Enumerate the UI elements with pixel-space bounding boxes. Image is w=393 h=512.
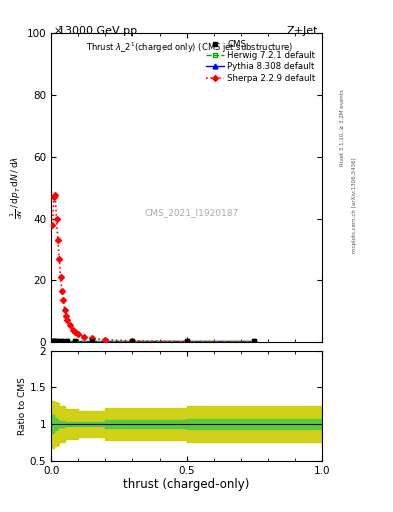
CMS	[53, 337, 57, 344]
Sherpa 2.2.9 default	[90, 335, 94, 342]
Pythia 8.308 default	[60, 337, 64, 344]
Text: $\times$: $\times$	[53, 26, 62, 36]
Herwig 7.2.1 default	[50, 337, 55, 344]
Pythia 8.308 default	[73, 337, 78, 344]
Sherpa 2.2.9 default	[73, 329, 78, 335]
Sherpa 2.2.9 default	[64, 313, 68, 319]
Herwig 7.2.1 default	[55, 337, 60, 344]
CMS	[252, 337, 257, 344]
Sherpa 2.2.9 default	[53, 193, 57, 199]
Herwig 7.2.1 default	[65, 337, 70, 344]
Line: Pythia 8.308 default: Pythia 8.308 default	[50, 338, 257, 343]
Sherpa 2.2.9 default	[252, 339, 257, 345]
CMS	[50, 337, 55, 344]
Pythia 8.308 default	[50, 337, 55, 344]
Herwig 7.2.1 default	[130, 337, 135, 344]
Sherpa 2.2.9 default	[57, 255, 62, 262]
CMS	[184, 337, 189, 344]
CMS	[90, 337, 94, 344]
CMS	[130, 337, 135, 344]
Text: 13000 GeV pp: 13000 GeV pp	[58, 26, 137, 36]
Line: CMS: CMS	[50, 338, 257, 343]
Pythia 8.308 default	[90, 337, 94, 344]
Sherpa 2.2.9 default	[60, 288, 64, 294]
Herwig 7.2.1 default	[252, 337, 257, 344]
Sherpa 2.2.9 default	[76, 331, 81, 337]
CMS	[60, 337, 64, 344]
CMS	[65, 337, 70, 344]
Sherpa 2.2.9 default	[50, 222, 55, 228]
Sherpa 2.2.9 default	[58, 274, 63, 281]
Sherpa 2.2.9 default	[70, 327, 75, 333]
Herwig 7.2.1 default	[53, 337, 57, 344]
Line: Sherpa 2.2.9 default: Sherpa 2.2.9 default	[50, 194, 257, 344]
Y-axis label: $\frac{1}{\mathrm{d}N}\,/\,\mathrm{d}p_T\,\mathrm{d}N\,/\,\mathrm{d}\lambda$: $\frac{1}{\mathrm{d}N}\,/\,\mathrm{d}p_T…	[9, 156, 25, 219]
Herwig 7.2.1 default	[73, 337, 78, 344]
Herwig 7.2.1 default	[184, 337, 189, 344]
Pythia 8.308 default	[130, 337, 135, 344]
X-axis label: thrust (charged-only): thrust (charged-only)	[123, 478, 250, 492]
Herwig 7.2.1 default	[51, 337, 56, 344]
Sherpa 2.2.9 default	[65, 317, 70, 324]
Text: Rivet 3.1.10, ≥ 3.2M events: Rivet 3.1.10, ≥ 3.2M events	[340, 90, 345, 166]
Sherpa 2.2.9 default	[51, 194, 56, 200]
Pythia 8.308 default	[53, 337, 57, 344]
Sherpa 2.2.9 default	[184, 338, 189, 345]
Sherpa 2.2.9 default	[81, 333, 86, 339]
Herwig 7.2.1 default	[60, 337, 64, 344]
Text: Thrust $\lambda\_2^1$(charged only) (CMS jet substructure): Thrust $\lambda\_2^1$(charged only) (CMS…	[86, 41, 294, 55]
Pythia 8.308 default	[184, 337, 189, 344]
Pythia 8.308 default	[51, 337, 56, 344]
Sherpa 2.2.9 default	[54, 216, 59, 222]
Text: mcplots.cern.ch [arXiv:1306.3436]: mcplots.cern.ch [arXiv:1306.3436]	[352, 157, 357, 252]
Sherpa 2.2.9 default	[62, 307, 67, 313]
Sherpa 2.2.9 default	[61, 297, 66, 304]
Legend: CMS, Herwig 7.2.1 default, Pythia 8.308 default, Sherpa 2.2.9 default: CMS, Herwig 7.2.1 default, Pythia 8.308 …	[204, 37, 318, 85]
CMS	[73, 337, 78, 344]
Sherpa 2.2.9 default	[103, 336, 108, 343]
CMS	[55, 337, 60, 344]
Line: Herwig 7.2.1 default: Herwig 7.2.1 default	[50, 338, 257, 343]
Sherpa 2.2.9 default	[68, 322, 72, 328]
Pythia 8.308 default	[55, 337, 60, 344]
Sherpa 2.2.9 default	[130, 338, 135, 344]
Y-axis label: Ratio to CMS: Ratio to CMS	[18, 377, 27, 435]
CMS	[51, 337, 56, 344]
Sherpa 2.2.9 default	[55, 237, 60, 243]
Text: CMS_2021_I1920187: CMS_2021_I1920187	[145, 208, 239, 217]
Text: Z+Jet: Z+Jet	[287, 26, 318, 36]
Pythia 8.308 default	[65, 337, 70, 344]
Herwig 7.2.1 default	[90, 337, 94, 344]
Pythia 8.308 default	[252, 337, 257, 344]
